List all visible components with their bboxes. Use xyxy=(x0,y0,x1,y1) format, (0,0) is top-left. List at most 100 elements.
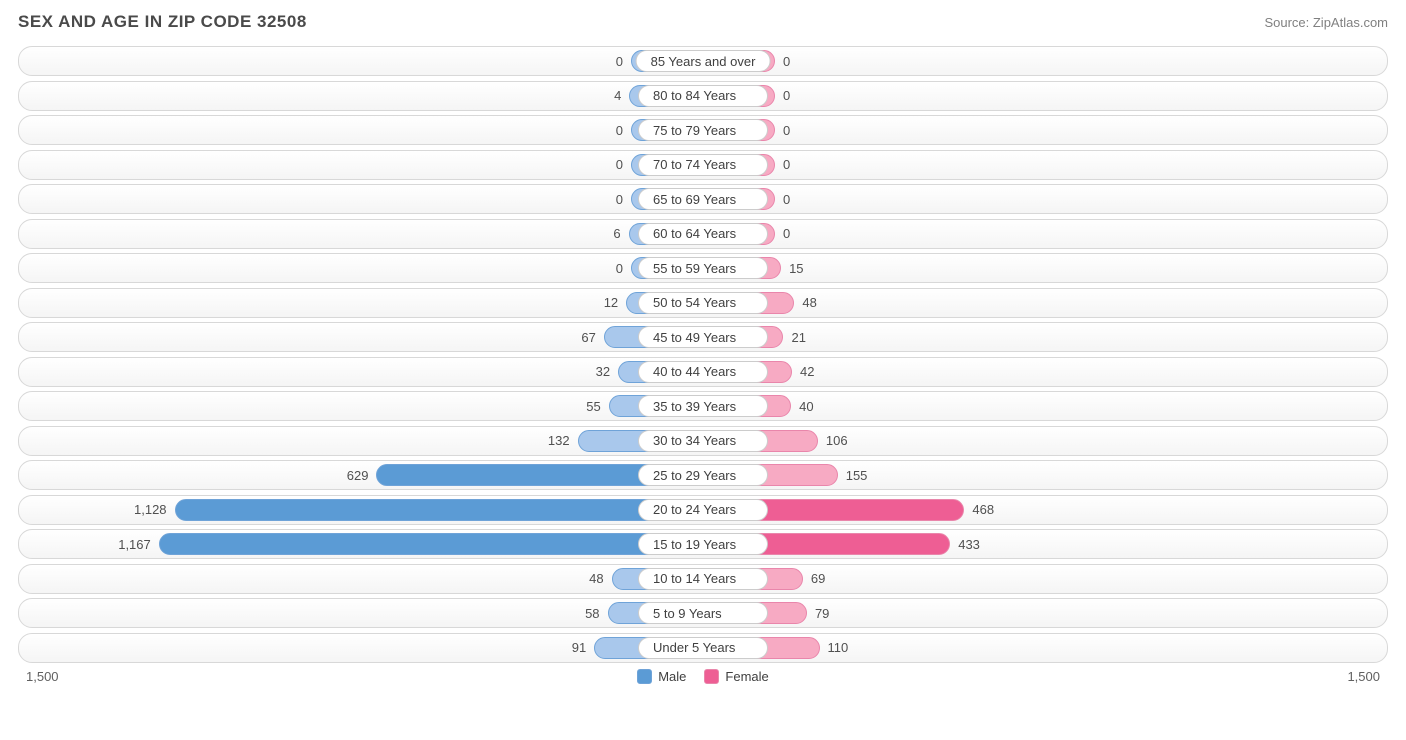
male-value: 1,128 xyxy=(115,499,175,521)
age-row-inner: 0 15 55 to 59 Years xyxy=(25,257,1381,279)
age-group-label: 80 to 84 Years xyxy=(638,85,768,107)
age-row: 0 0 65 to 69 Years xyxy=(18,184,1388,214)
female-value: 0 xyxy=(775,50,835,72)
age-group-label: 25 to 29 Years xyxy=(638,464,768,486)
male-value: 1,167 xyxy=(99,533,159,555)
male-bar xyxy=(175,499,703,521)
axis-max-left: 1,500 xyxy=(26,669,59,684)
female-value: 110 xyxy=(820,637,880,659)
age-group-label: 65 to 69 Years xyxy=(638,188,768,210)
age-row-inner: 6 0 60 to 64 Years xyxy=(25,223,1381,245)
age-row-inner: 486910 to 14 Years xyxy=(25,568,1381,590)
age-row-inner: 324240 to 44 Years xyxy=(25,361,1381,383)
male-value: 67 xyxy=(544,326,604,348)
age-row: 1,167 433 15 to 19 Years xyxy=(18,529,1388,559)
male-value: 0 xyxy=(571,50,631,72)
male-value: 0 xyxy=(571,119,631,141)
chart-footer: 1,500 Male Female 1,500 xyxy=(18,669,1388,684)
age-group-label: 60 to 64 Years xyxy=(638,223,768,245)
axis-max-right: 1,500 xyxy=(1347,669,1380,684)
age-group-label: 20 to 24 Years xyxy=(638,499,768,521)
female-value: 155 xyxy=(838,464,898,486)
age-group-label: Under 5 Years xyxy=(638,637,768,659)
legend-item-male: Male xyxy=(637,669,686,684)
age-row: 0 0 70 to 74 Years xyxy=(18,150,1388,180)
female-value: 79 xyxy=(807,602,867,624)
female-value: 21 xyxy=(783,326,843,348)
population-pyramid-chart: 0085 Years and over4080 to 84 Years0075 … xyxy=(18,46,1388,663)
age-row: 12 48 50 to 54 Years xyxy=(18,288,1388,318)
female-value: 106 xyxy=(818,430,878,452)
female-value: 42 xyxy=(792,361,852,383)
female-value: 0 xyxy=(775,154,835,176)
age-row: 4 0 80 to 84 Years xyxy=(18,81,1388,111)
age-row: 1,128 468 20 to 24 Years xyxy=(18,495,1388,525)
age-group-label: 85 Years and over xyxy=(636,50,771,72)
age-group-label: 15 to 19 Years xyxy=(638,533,768,555)
female-value: 15 xyxy=(781,257,841,279)
age-group-label: 55 to 59 Years xyxy=(638,257,768,279)
age-row: 58795 to 9 Years xyxy=(18,598,1388,628)
male-value: 0 xyxy=(571,188,631,210)
male-value: 0 xyxy=(571,257,631,279)
female-value: 40 xyxy=(791,395,851,417)
female-swatch-icon xyxy=(704,669,719,684)
age-row: 629 155 25 to 29 Years xyxy=(18,460,1388,490)
age-row-inner: 0 0 65 to 69 Years xyxy=(25,188,1381,210)
age-row-inner: 1,128 468 20 to 24 Years xyxy=(25,499,1381,521)
age-row-inner: 0 0 70 to 74 Years xyxy=(25,154,1381,176)
age-row: 55 40 35 to 39 Years xyxy=(18,391,1388,421)
age-row: 0 0 75 to 79 Years xyxy=(18,115,1388,145)
legend: Male Female xyxy=(637,669,769,684)
female-value: 0 xyxy=(775,85,835,107)
age-row-inner: 1,167 433 15 to 19 Years xyxy=(25,533,1381,555)
chart-title: SEX AND AGE IN ZIP CODE 32508 xyxy=(18,12,307,32)
chart-header: SEX AND AGE IN ZIP CODE 32508 Source: Zi… xyxy=(18,12,1388,32)
age-row: 0 085 Years and over xyxy=(18,46,1388,76)
male-value: 58 xyxy=(548,602,608,624)
chart-source: Source: ZipAtlas.com xyxy=(1264,15,1388,30)
age-row: 132 106 30 to 34 Years xyxy=(18,426,1388,456)
age-group-label: 30 to 34 Years xyxy=(638,430,768,452)
male-bar xyxy=(159,533,703,555)
age-row-inner: 4 0 80 to 84 Years xyxy=(25,85,1381,107)
age-row-inner: 58795 to 9 Years xyxy=(25,602,1381,624)
age-group-label: 50 to 54 Years xyxy=(638,292,768,314)
male-swatch-icon xyxy=(637,669,652,684)
age-row-inner: 0 085 Years and over xyxy=(25,50,1381,72)
age-row: 486910 to 14 Years xyxy=(18,564,1388,594)
age-row: 324240 to 44 Years xyxy=(18,357,1388,387)
age-group-label: 35 to 39 Years xyxy=(638,395,768,417)
age-row-inner: 0 0 75 to 79 Years xyxy=(25,119,1381,141)
male-value: 55 xyxy=(549,395,609,417)
male-value: 132 xyxy=(518,430,578,452)
female-value: 48 xyxy=(794,292,854,314)
legend-label-male: Male xyxy=(658,669,686,684)
age-group-label: 70 to 74 Years xyxy=(638,154,768,176)
male-value: 4 xyxy=(569,85,629,107)
male-value: 12 xyxy=(566,292,626,314)
female-value: 0 xyxy=(775,223,835,245)
female-value: 433 xyxy=(950,533,1010,555)
age-group-label: 40 to 44 Years xyxy=(638,361,768,383)
age-row: 6 0 60 to 64 Years xyxy=(18,219,1388,249)
female-value: 468 xyxy=(964,499,1024,521)
age-row-inner: 12 48 50 to 54 Years xyxy=(25,292,1381,314)
female-value: 69 xyxy=(803,568,863,590)
age-row-inner: 132 106 30 to 34 Years xyxy=(25,430,1381,452)
age-group-label: 45 to 49 Years xyxy=(638,326,768,348)
male-value: 6 xyxy=(569,223,629,245)
male-value: 48 xyxy=(552,568,612,590)
age-row: 67 21 45 to 49 Years xyxy=(18,322,1388,352)
legend-label-female: Female xyxy=(725,669,768,684)
male-value: 0 xyxy=(571,154,631,176)
male-value: 629 xyxy=(316,464,376,486)
female-value: 0 xyxy=(775,188,835,210)
legend-item-female: Female xyxy=(704,669,768,684)
age-row-inner: 91 110 Under 5 Years xyxy=(25,637,1381,659)
age-row-inner: 55 40 35 to 39 Years xyxy=(25,395,1381,417)
age-group-label: 75 to 79 Years xyxy=(638,119,768,141)
female-value: 0 xyxy=(775,119,835,141)
male-value: 91 xyxy=(534,637,594,659)
age-row: 0 15 55 to 59 Years xyxy=(18,253,1388,283)
